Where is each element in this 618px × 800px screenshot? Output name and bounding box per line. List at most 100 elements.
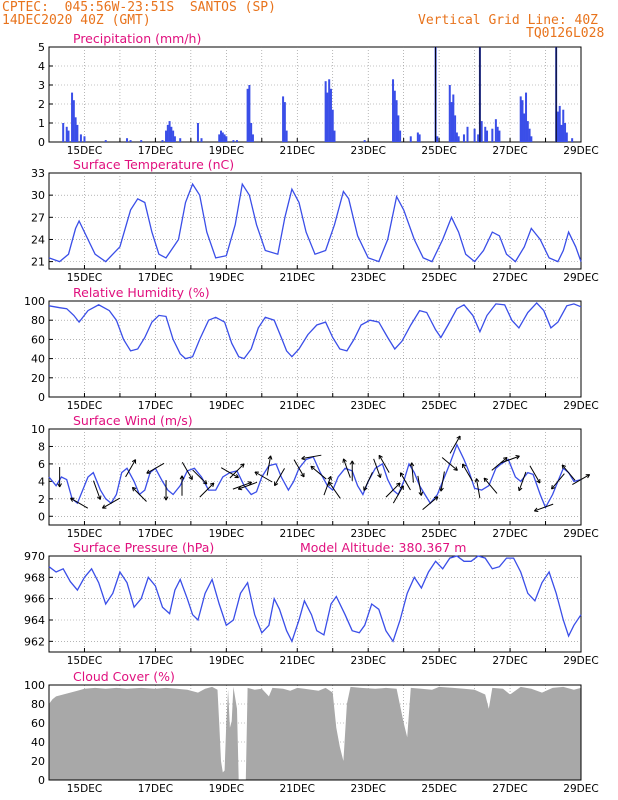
wind-arrow — [440, 471, 445, 492]
pres-ytick-label: 970 — [24, 550, 45, 563]
wind-arrow — [266, 455, 272, 476]
pres-ytick-label: 964 — [24, 614, 45, 627]
wind-arrow-head — [240, 463, 245, 468]
precip-bar — [200, 138, 203, 142]
pres-title: Surface Pressure (hPa) — [73, 540, 214, 555]
precip-bar — [556, 111, 559, 142]
precip-bar — [173, 136, 176, 142]
cloud-area — [49, 686, 581, 780]
wind-arrow — [192, 469, 208, 485]
precip-bar — [562, 109, 565, 142]
wind-arrow-head — [396, 482, 401, 487]
rh-xtick-label: 27DEC — [492, 400, 527, 412]
precip-bar — [496, 126, 499, 142]
wind-arrow-head — [399, 485, 404, 490]
wind-xtick-label: 17DEC — [138, 528, 173, 540]
precip-bar — [558, 105, 561, 142]
wind-arrow-head — [274, 481, 279, 487]
temp-ytick-label: 30 — [31, 189, 45, 202]
precip-xtick-label: 21DEC — [280, 145, 315, 157]
wind-title: Surface Wind (m/s) — [73, 413, 193, 428]
precip-bar — [526, 121, 529, 142]
wind-xtick-label: 29DEC — [563, 528, 598, 540]
header-location: CPTEC: 045:56W-23:51S SANTOS (SP) — [2, 0, 276, 15]
precip-frame — [48, 46, 582, 143]
precip-bar — [484, 126, 487, 142]
wind-arrow — [293, 459, 305, 478]
rh-xtick-label: 17DEC — [138, 400, 173, 412]
pres-panel — [48, 555, 582, 653]
precip-xtick-label: 25DEC — [421, 145, 456, 157]
wind-arrow-head — [209, 482, 215, 487]
wind-arrow — [238, 481, 258, 490]
wind-arrow-head — [409, 462, 415, 467]
precip-bar — [79, 134, 82, 142]
precip-bar — [283, 102, 286, 142]
wind-ytick-label: 2 — [38, 493, 45, 506]
precip-ytick-label: 2 — [38, 98, 45, 111]
precip-bar — [104, 140, 107, 142]
precip-bar — [409, 136, 412, 142]
wind-arrow-head — [551, 485, 556, 490]
precip-ytick-label: 4 — [38, 60, 45, 73]
wind-arrow-head — [96, 495, 102, 500]
pres-xtick-label: 23DEC — [350, 655, 385, 667]
wind-arrow — [328, 481, 341, 499]
wind-arrow — [422, 496, 439, 510]
precip-bar — [166, 124, 169, 142]
wind-arrow — [146, 462, 165, 474]
precip-bar — [179, 138, 182, 142]
precip-bar — [161, 140, 164, 142]
precip-bar — [477, 134, 480, 142]
precip-bar — [395, 100, 398, 142]
wind-arrow-head — [377, 473, 382, 479]
wind-arrow — [323, 476, 332, 496]
wind-arrow-head — [418, 491, 424, 496]
precip-bar — [418, 134, 421, 142]
pres-xtick-label: 21DEC — [280, 655, 315, 667]
header-code: TQ0126L028 — [526, 26, 605, 41]
header-gridline: Vertical Grid Line: 40Z — [418, 13, 599, 28]
precip-bar — [324, 81, 327, 142]
precip-bar — [564, 123, 567, 142]
precip-xtick-label: 17DEC — [138, 145, 173, 157]
rh-ytick-label: 20 — [31, 372, 45, 385]
wind-arrow-head — [131, 486, 137, 492]
precip-xtick-label: 29DEC — [563, 145, 598, 157]
cloud-panel — [48, 684, 582, 781]
temp-ytick-label: 33 — [31, 167, 45, 180]
cloud-ytick-label: 60 — [31, 717, 45, 730]
wind-arrow-head — [439, 487, 444, 492]
wind-arrow — [378, 454, 390, 473]
precip-bar — [331, 109, 334, 142]
wind-arrow — [310, 465, 327, 480]
wind-arrow-head — [433, 496, 439, 501]
wind-arrow-head — [254, 471, 259, 476]
cloud-ytick-label: 100 — [24, 679, 45, 692]
precip-bar — [220, 130, 223, 142]
wind-arrow — [181, 461, 193, 480]
precip-bar — [246, 88, 249, 142]
wind-arrow-head — [399, 472, 405, 477]
wind-arrow — [551, 473, 565, 490]
pres-ytick-label: 968 — [24, 571, 45, 584]
wind-xtick-label: 21DEC — [280, 528, 315, 540]
precip-bar — [494, 119, 497, 142]
precip-bar — [248, 85, 251, 142]
precip-xtick-label: 27DEC — [492, 145, 527, 157]
precip-bar — [168, 121, 171, 142]
cloud-xtick-label: 29DEC — [563, 783, 598, 795]
wind-arrow — [102, 497, 120, 509]
wind-arrow — [475, 478, 481, 499]
cloud-ytick-label: 80 — [31, 698, 45, 711]
rh-frame — [48, 300, 582, 398]
precip-bar — [76, 124, 79, 142]
header-run-time: 14DEC2020 40Z (GMT) — [2, 13, 151, 28]
precip-bar — [225, 136, 228, 142]
wind-arrow — [132, 487, 147, 502]
temp-ytick-label: 24 — [31, 233, 45, 246]
wind-xtick-label: 27DEC — [492, 528, 527, 540]
wind-arrow-head — [363, 486, 368, 491]
pres-xtick-label: 19DEC — [209, 655, 244, 667]
wind-arrow-head — [328, 481, 333, 486]
